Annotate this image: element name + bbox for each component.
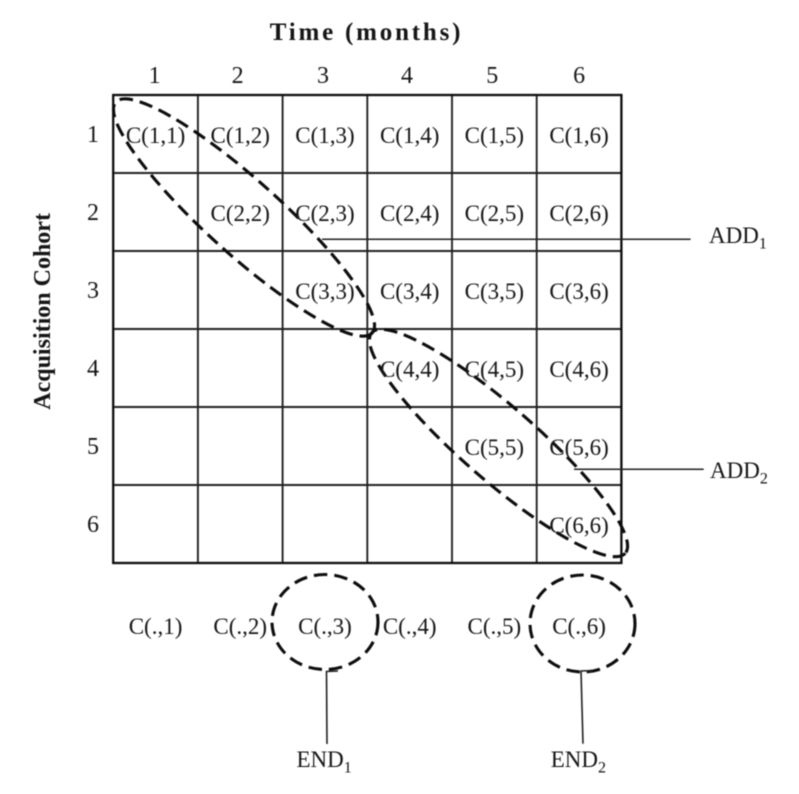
svg-text:2: 2 (87, 200, 99, 226)
svg-text:C(.,1): C(.,1) (129, 614, 183, 639)
svg-text:4: 4 (401, 63, 413, 89)
svg-text:C(1,6): C(1,6) (549, 123, 608, 148)
svg-text:C(6,6): C(6,6) (549, 513, 608, 538)
svg-text:C(.,4): C(.,4) (383, 614, 437, 639)
svg-text:6: 6 (87, 512, 99, 538)
svg-text:C(3,3): C(3,3) (295, 279, 354, 304)
svg-text:C(1,3): C(1,3) (295, 123, 354, 148)
svg-text:3: 3 (317, 63, 329, 89)
svg-text:C(.,2): C(.,2) (213, 614, 267, 639)
svg-text:C(.,6): C(.,6) (552, 614, 606, 639)
svg-text:C(1,1): C(1,1) (126, 123, 185, 148)
svg-text:6: 6 (573, 63, 585, 89)
svg-text:C(1,5): C(1,5) (465, 123, 524, 148)
svg-text:C(2,5): C(2,5) (465, 201, 524, 226)
svg-text:ADD1: ADD1 (709, 223, 767, 253)
svg-text:C(4,5): C(4,5) (465, 357, 524, 382)
svg-text:END2: END2 (551, 747, 606, 777)
svg-text:C(2,6): C(2,6) (549, 201, 608, 226)
svg-text:ADD2: ADD2 (710, 458, 768, 488)
svg-text:Acquisition Cohort: Acquisition Cohort (30, 213, 56, 410)
svg-text:4: 4 (87, 356, 99, 382)
svg-text:C(3,4): C(3,4) (380, 279, 439, 304)
svg-text:Time (months): Time (months) (270, 19, 464, 46)
svg-text:1: 1 (87, 122, 99, 148)
svg-text:C(3,5): C(3,5) (465, 279, 524, 304)
svg-text:C(.,3): C(.,3) (298, 614, 352, 639)
svg-text:C(1,4): C(1,4) (380, 123, 439, 148)
svg-text:C(4,6): C(4,6) (549, 357, 608, 382)
svg-text:END1: END1 (297, 747, 352, 777)
svg-text:C(.,5): C(.,5) (468, 614, 522, 639)
svg-text:C(1,2): C(1,2) (211, 123, 270, 148)
svg-text:C(4,4): C(4,4) (380, 357, 439, 382)
svg-text:5: 5 (87, 434, 99, 460)
svg-text:C(2,2): C(2,2) (211, 201, 270, 226)
svg-text:C(2,3): C(2,3) (295, 201, 354, 226)
svg-text:C(5,5): C(5,5) (465, 435, 524, 460)
svg-text:C(3,6): C(3,6) (549, 279, 608, 304)
svg-text:2: 2 (232, 63, 244, 89)
svg-text:C(5,6): C(5,6) (549, 435, 608, 460)
svg-text:5: 5 (486, 63, 498, 89)
svg-text:3: 3 (87, 278, 99, 304)
svg-text:1: 1 (149, 63, 161, 89)
svg-text:C(2,4): C(2,4) (380, 201, 439, 226)
